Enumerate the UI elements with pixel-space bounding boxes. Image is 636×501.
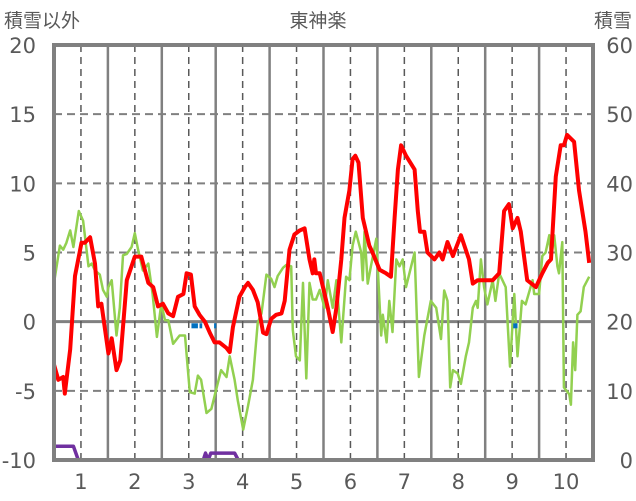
y-right-tick-label: 0: [620, 449, 633, 473]
plot-frame: [52, 43, 595, 462]
x-tick-label: 2: [128, 470, 141, 494]
x-tick-label: 10: [553, 470, 580, 494]
y-right-tick-label: 10: [606, 380, 633, 404]
y-right-tick-label: 60: [606, 34, 633, 58]
x-tick-label: 3: [182, 470, 195, 494]
x-tick-label: 7: [398, 470, 411, 494]
y-left-tick-label: 10: [9, 172, 36, 196]
y-right-tick-label: 40: [606, 172, 633, 196]
x-tick-label: 6: [344, 470, 357, 494]
y-left-tick-label: -5: [15, 380, 36, 404]
left-axis-label: 積雪以外: [4, 10, 80, 32]
y-right-tick-label: 50: [606, 103, 633, 127]
y-left-tick-label: 5: [23, 242, 36, 266]
y-left-tick-label: 15: [9, 103, 36, 127]
x-tick-label: 1: [74, 470, 87, 494]
y-right-tick-label: 20: [606, 311, 633, 335]
series-purple-line: [54, 444, 593, 462]
x-tick-label: 4: [236, 470, 249, 494]
y-left-tick-label: 20: [9, 34, 36, 58]
x-tick-label: 5: [290, 470, 303, 494]
chart-title: 東神楽: [289, 10, 346, 32]
y-left-tick-label: 0: [23, 311, 36, 335]
x-tick-label: 8: [452, 470, 465, 494]
y-right-tick-label: 30: [606, 242, 633, 266]
series-green-line: [52, 209, 591, 431]
x-tick-label: 9: [505, 470, 518, 494]
y-left-tick-label: -10: [2, 449, 36, 473]
grid: [54, 45, 593, 460]
series-red-line: [52, 132, 592, 396]
right-axis-label: 積雪: [594, 10, 632, 32]
series-layer: [52, 132, 593, 462]
